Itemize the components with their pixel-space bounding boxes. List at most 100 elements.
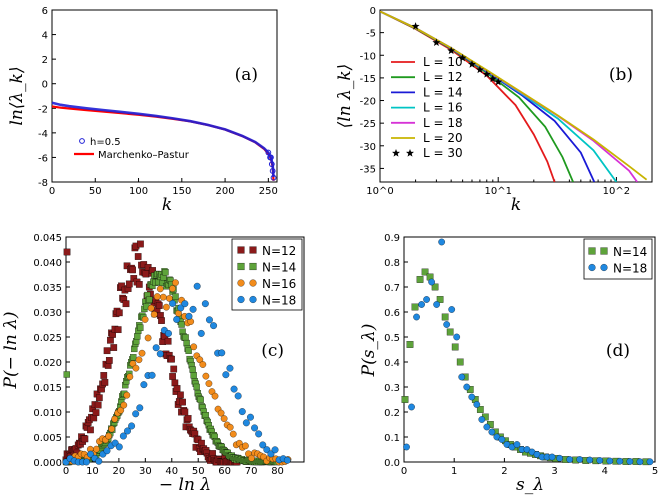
legend-label-mp: Marchenko–Pastur bbox=[98, 150, 190, 161]
point-N=18 bbox=[433, 301, 440, 308]
point-N=14 bbox=[401, 396, 409, 403]
point-N=18 bbox=[259, 441, 267, 449]
series-h05-band bbox=[51, 101, 275, 178]
point-N=18 bbox=[448, 306, 456, 313]
point-N=18 bbox=[156, 350, 164, 358]
point-N=18 bbox=[626, 458, 634, 465]
point-N=18 bbox=[189, 305, 197, 313]
point-N=18 bbox=[458, 373, 466, 381]
point-N=14 bbox=[178, 321, 185, 328]
point-N=12 bbox=[122, 300, 130, 308]
point-N=18 bbox=[271, 446, 279, 454]
point-N=16 bbox=[108, 425, 115, 433]
point-N=18 bbox=[185, 312, 193, 320]
h05-point bbox=[268, 154, 274, 161]
legend-label-h05: h=0.5 bbox=[90, 137, 121, 148]
y-tick-label: 0.015 bbox=[33, 383, 62, 394]
y-tick-label: -35 bbox=[360, 164, 376, 175]
point-N=18 bbox=[646, 458, 654, 466]
x-tick-label: 1 bbox=[451, 466, 457, 477]
point-N=18 bbox=[169, 299, 177, 307]
point-N=12 bbox=[87, 426, 94, 434]
point-N=12 bbox=[129, 266, 136, 274]
point-N=18 bbox=[177, 304, 185, 312]
point-N=12 bbox=[110, 344, 118, 351]
plot-points-d bbox=[401, 238, 654, 466]
point-N=14 bbox=[421, 268, 429, 276]
x-tick-label: 40 bbox=[165, 466, 178, 477]
point-N=16 bbox=[229, 430, 237, 438]
y-tick-label: 0.2 bbox=[384, 408, 400, 419]
y-tick-label: -2 bbox=[38, 104, 48, 115]
legend-marker bbox=[237, 246, 245, 254]
point-N=14 bbox=[441, 313, 449, 321]
point-N=16 bbox=[153, 293, 161, 300]
x-tick-label: 60 bbox=[218, 466, 231, 477]
point-N=18 bbox=[181, 300, 189, 308]
y-tick-label: -15 bbox=[360, 74, 376, 85]
point-N=18 bbox=[596, 457, 604, 464]
x-tick-label: 70 bbox=[245, 466, 258, 477]
point-N=18 bbox=[136, 404, 144, 412]
point-N=18 bbox=[566, 456, 574, 463]
legend-marker bbox=[600, 263, 608, 272]
point-N=14 bbox=[431, 283, 439, 291]
legend-box-d bbox=[583, 238, 653, 280]
point-N=16 bbox=[242, 442, 249, 450]
point-N=18 bbox=[428, 278, 435, 286]
point-N=12 bbox=[179, 398, 186, 406]
point-N=18 bbox=[488, 428, 496, 436]
point-N=12 bbox=[184, 415, 192, 422]
point-N=14 bbox=[189, 366, 196, 373]
y-tick-label: 0.000 bbox=[33, 458, 62, 469]
y-tick-label: 0.8 bbox=[384, 258, 400, 269]
point-N=16 bbox=[132, 364, 140, 372]
L30-star bbox=[432, 38, 441, 46]
legend-label: N=14 bbox=[613, 245, 647, 259]
point-N=16 bbox=[217, 409, 225, 417]
point-N=18 bbox=[586, 456, 594, 464]
point-N=16 bbox=[150, 311, 158, 318]
point-N=18 bbox=[242, 419, 250, 427]
y-axis-label-b: ⟨ln λ_k⟩ bbox=[335, 64, 355, 129]
point-N=18 bbox=[453, 333, 461, 341]
x-tick-label: 0 bbox=[49, 186, 55, 197]
point-N=14 bbox=[185, 347, 192, 354]
point-N=14 bbox=[190, 372, 197, 379]
x-tick-label: 200 bbox=[216, 186, 235, 197]
point-N=14 bbox=[202, 412, 209, 419]
point-N=14 bbox=[137, 324, 144, 331]
point-N=18 bbox=[83, 458, 90, 466]
point-N=18 bbox=[140, 381, 148, 389]
x-tick-label: 50 bbox=[192, 466, 205, 477]
x-tick-label: 5 bbox=[652, 466, 658, 477]
legend-label: L = 20 bbox=[423, 131, 463, 145]
point-N=14 bbox=[183, 339, 190, 347]
x-axis-label-c: − ln λ bbox=[159, 475, 211, 495]
x-tick-label: 80 bbox=[271, 466, 284, 477]
legend-marker bbox=[588, 263, 596, 272]
point-N=12 bbox=[168, 355, 175, 363]
y-tick-label: 4 bbox=[42, 31, 48, 42]
legend-label: L = 10 bbox=[423, 55, 463, 69]
point-N=16 bbox=[220, 415, 228, 422]
panel-a: 0 50 100 150 200 250 -8 -6 -4 -2 0 2 4 6 (a) h=0.5 March… bbox=[7, 6, 278, 215]
L30-star bbox=[494, 77, 503, 86]
point-N=18 bbox=[463, 383, 471, 391]
point-N=18 bbox=[201, 300, 209, 308]
point-N=14 bbox=[63, 371, 70, 378]
y-tick-label: -25 bbox=[360, 119, 376, 130]
point-N=18 bbox=[132, 410, 140, 418]
point-N=18 bbox=[103, 447, 111, 455]
legend-marker bbox=[237, 262, 245, 271]
L30-star bbox=[458, 53, 467, 62]
point-N=12 bbox=[100, 372, 108, 379]
x-axis-label-d: s_λ bbox=[516, 475, 544, 495]
x-tick-label: 30 bbox=[139, 466, 152, 477]
legend-label: N=12 bbox=[262, 244, 296, 258]
point-N=12 bbox=[181, 408, 189, 416]
point-N=18 bbox=[222, 371, 230, 379]
point-N=16 bbox=[211, 392, 219, 400]
point-N=18 bbox=[251, 424, 258, 432]
point-N=18 bbox=[87, 450, 95, 458]
